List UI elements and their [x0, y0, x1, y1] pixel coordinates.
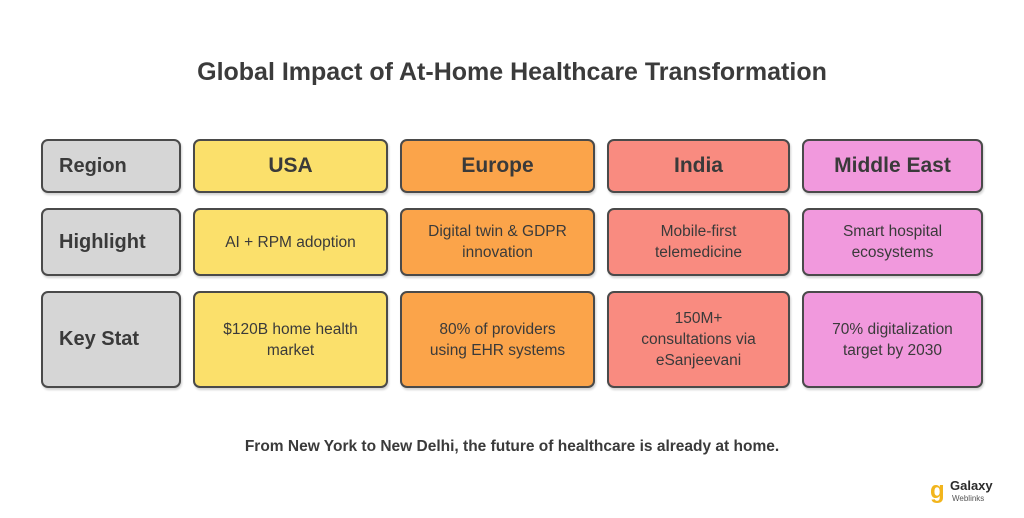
logo-name: Galaxy: [950, 478, 993, 493]
logo-mark-icon: g: [930, 477, 945, 504]
key-stat-india: 150M+ consultations via eSanjeevani: [607, 291, 790, 388]
footer-tagline: From New York to New Delhi, the future o…: [244, 438, 780, 455]
column-header-india: India: [607, 139, 790, 193]
galaxy-weblinks-logo: g Galaxy Weblinks: [930, 478, 1020, 508]
row-label-region: Region: [41, 139, 181, 193]
key-stat-usa: $120B home health market: [193, 291, 388, 388]
page-title: Global Impact of At-Home Healthcare Tran…: [197, 58, 827, 86]
highlight-europe: Digital twin & GDPR innovation: [400, 208, 595, 276]
column-header-europe: Europe: [400, 139, 595, 193]
row-label-highlight: Highlight: [41, 208, 181, 276]
logo-subtitle: Weblinks: [952, 494, 985, 503]
column-header-middle-east: Middle East: [802, 139, 983, 193]
key-stat-europe: 80% of providers using EHR systems: [400, 291, 595, 388]
highlight-india: Mobile-first telemedicine: [607, 208, 790, 276]
key-stat-middle-east: 70% digitalization target by 2030: [802, 291, 983, 388]
highlight-middle-east: Smart hospital ecosystems: [802, 208, 983, 276]
highlight-usa: AI + RPM adoption: [193, 208, 388, 276]
row-label-key-stat: Key Stat: [41, 291, 181, 388]
column-header-usa: USA: [193, 139, 388, 193]
